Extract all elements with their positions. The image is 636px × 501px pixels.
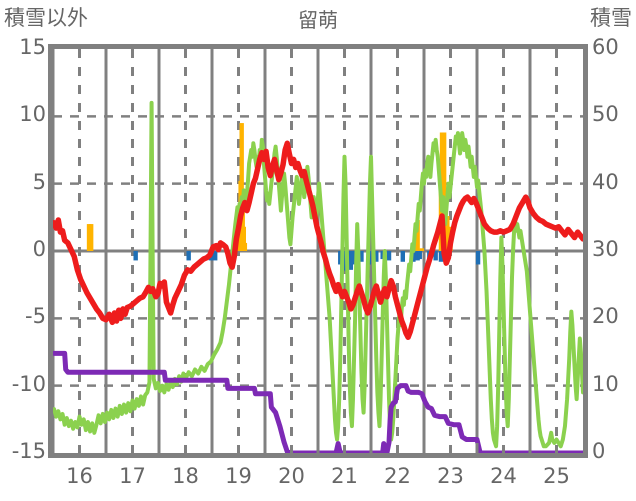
x-tick-label: 19 bbox=[225, 464, 252, 488]
y-tick-label-left: -10 bbox=[11, 371, 46, 396]
x-tick-label: 25 bbox=[543, 464, 570, 488]
y-tick-label-left: -5 bbox=[25, 304, 46, 329]
y-tick-label-left: -15 bbox=[11, 439, 46, 463]
x-tick-label: 21 bbox=[331, 464, 358, 488]
x-tick-label: 22 bbox=[384, 464, 411, 488]
x-tick-label: 16 bbox=[66, 464, 93, 488]
x-tick-label: 17 bbox=[119, 464, 146, 488]
y-tick-label-right: 50 bbox=[592, 102, 619, 127]
y-tick-label-left: 10 bbox=[19, 102, 46, 127]
y-tick-label-left: 5 bbox=[32, 169, 46, 194]
purple-line-series bbox=[53, 350, 583, 453]
x-tick-label: 20 bbox=[278, 464, 305, 488]
y-tick-label-right: 40 bbox=[592, 169, 619, 194]
left-axis-title: 積雪以外 bbox=[4, 6, 88, 30]
page-title: 留萌 bbox=[298, 8, 338, 32]
plot-area bbox=[48, 44, 588, 458]
y-tick-label-right: 20 bbox=[592, 304, 619, 329]
right-axis-title: 積雪 bbox=[590, 6, 632, 30]
y-tick-label-right: 10 bbox=[592, 371, 619, 396]
y-tick-label-left: 15 bbox=[19, 35, 46, 59]
x-tick-label: 18 bbox=[172, 464, 199, 488]
green-line-series bbox=[53, 100, 583, 449]
x-tick-label: 23 bbox=[437, 464, 464, 488]
x-tick-label: 24 bbox=[490, 464, 517, 488]
y-tick-label-left: 0 bbox=[32, 237, 46, 261]
red-line-series bbox=[53, 140, 583, 340]
y-tick-label-right: 0 bbox=[592, 439, 606, 463]
plot-inner bbox=[53, 49, 583, 453]
y-tick-label-right: 60 bbox=[592, 35, 619, 59]
chart-canvas bbox=[53, 49, 583, 453]
y-tick-label-right: 30 bbox=[592, 237, 619, 261]
